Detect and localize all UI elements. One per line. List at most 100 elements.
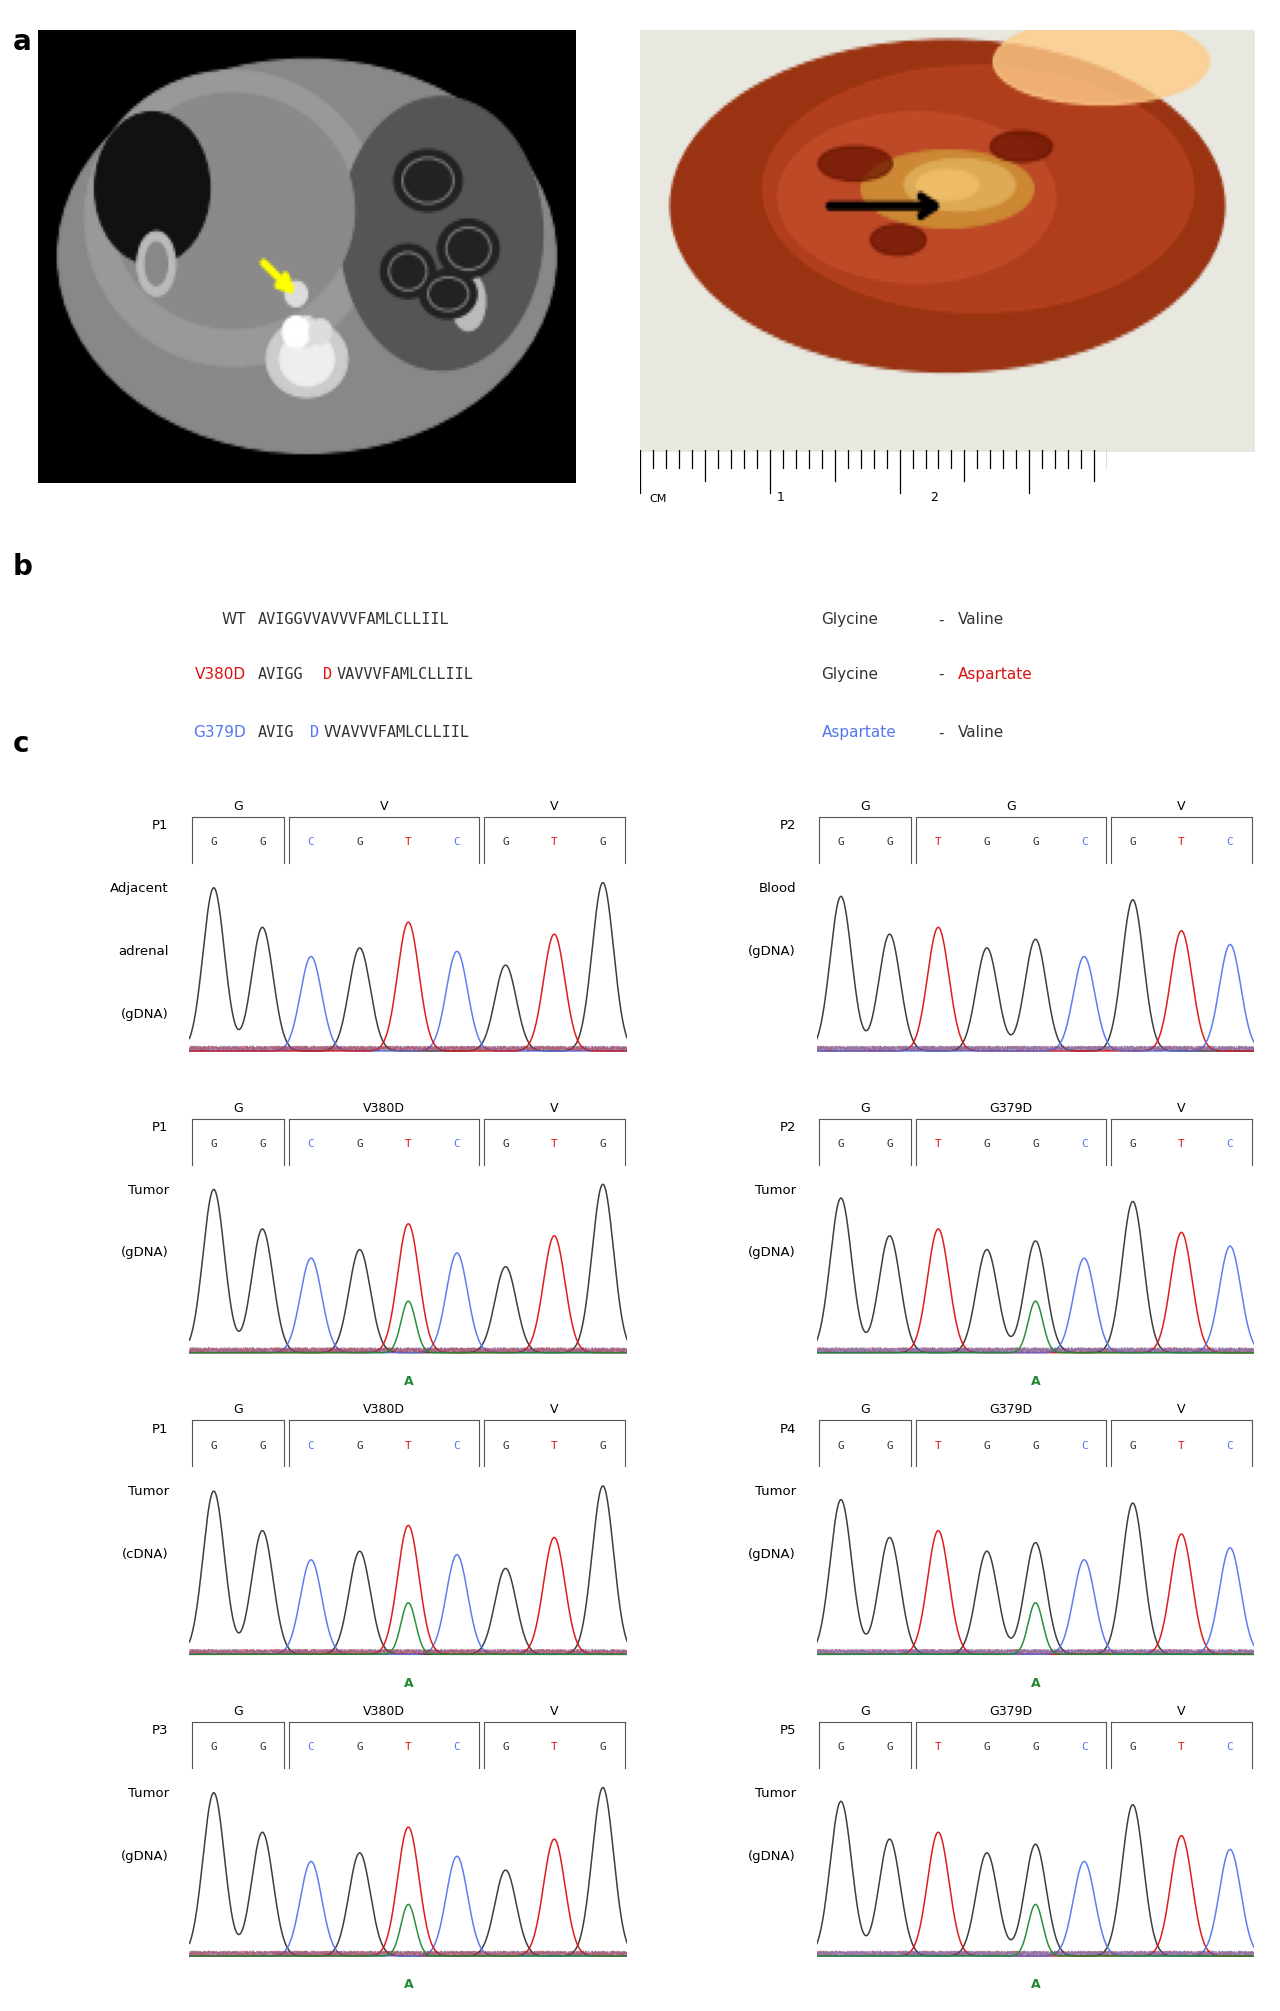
Text: G: G xyxy=(1032,1440,1039,1450)
Text: T: T xyxy=(934,1138,942,1148)
Text: a: a xyxy=(13,28,32,56)
Text: G: G xyxy=(983,1742,991,1752)
Text: V: V xyxy=(1178,800,1185,812)
Text: G: G xyxy=(502,1440,509,1450)
Text: G: G xyxy=(886,1138,893,1148)
Text: V: V xyxy=(1178,1705,1185,1717)
Text: C: C xyxy=(307,837,315,847)
Text: G: G xyxy=(259,1440,266,1450)
Text: P1: P1 xyxy=(152,1422,169,1436)
Text: A: A xyxy=(403,1677,413,1689)
Text: V: V xyxy=(550,1404,558,1416)
Text: P2: P2 xyxy=(780,1120,796,1134)
Text: G: G xyxy=(356,837,364,847)
Text: C: C xyxy=(1080,1440,1088,1450)
Text: G: G xyxy=(356,1440,364,1450)
Text: G: G xyxy=(983,1138,991,1148)
Text: G: G xyxy=(837,1440,845,1450)
Text: (gDNA): (gDNA) xyxy=(748,1247,796,1259)
Text: V: V xyxy=(1178,1102,1185,1114)
Text: D: D xyxy=(323,668,333,682)
Text: D: D xyxy=(310,726,319,740)
Text: G: G xyxy=(233,800,243,812)
Text: G: G xyxy=(1129,837,1137,847)
Text: V: V xyxy=(550,1102,558,1114)
Text: G: G xyxy=(837,1742,845,1752)
Text: (gDNA): (gDNA) xyxy=(748,945,796,957)
Text: T: T xyxy=(1178,837,1185,847)
Text: V: V xyxy=(1178,1404,1185,1416)
Text: WT: WT xyxy=(221,613,246,627)
Text: -: - xyxy=(938,726,943,740)
Text: T: T xyxy=(404,1440,412,1450)
Text: G: G xyxy=(1129,1440,1137,1450)
Text: A: A xyxy=(403,1376,413,1388)
Text: T: T xyxy=(404,1742,412,1752)
Text: T: T xyxy=(934,1440,942,1450)
Text: Adjacent: Adjacent xyxy=(110,883,169,895)
Text: G: G xyxy=(983,1440,991,1450)
Text: Aspartate: Aspartate xyxy=(822,726,896,740)
Text: T: T xyxy=(934,1742,942,1752)
Text: AVIG: AVIG xyxy=(257,726,294,740)
Text: A: A xyxy=(1030,1979,1041,1991)
Text: c: c xyxy=(13,730,29,758)
Text: G: G xyxy=(210,1742,218,1752)
Text: -: - xyxy=(938,668,943,682)
Text: CM: CM xyxy=(649,495,667,505)
Text: T: T xyxy=(550,1138,558,1148)
Text: G: G xyxy=(233,1404,243,1416)
Text: V380D: V380D xyxy=(364,1705,404,1717)
Text: P2: P2 xyxy=(780,818,796,833)
Text: G: G xyxy=(886,1742,893,1752)
Text: Tumor: Tumor xyxy=(755,1184,796,1197)
Text: G: G xyxy=(860,1404,870,1416)
Text: T: T xyxy=(550,1742,558,1752)
Text: C: C xyxy=(307,1440,315,1450)
Text: G379D: G379D xyxy=(989,1404,1033,1416)
Text: G: G xyxy=(502,1742,509,1752)
Text: 2: 2 xyxy=(931,491,938,505)
Text: (cDNA): (cDNA) xyxy=(122,1548,169,1561)
Text: G: G xyxy=(1129,1742,1137,1752)
Text: VVAVVVFAMLCLLIIL: VVAVVVFAMLCLLIIL xyxy=(323,726,468,740)
Text: G: G xyxy=(860,1102,870,1114)
Text: G: G xyxy=(1032,1742,1039,1752)
Text: C: C xyxy=(453,1742,461,1752)
Text: AVIGGVVAVVVFAMLCLLIIL: AVIGGVVAVVVFAMLCLLIIL xyxy=(257,613,449,627)
Text: C: C xyxy=(1080,1138,1088,1148)
Text: G: G xyxy=(356,1138,364,1148)
Text: V380D: V380D xyxy=(364,1404,404,1416)
Text: G379D: G379D xyxy=(989,1705,1033,1717)
Text: G: G xyxy=(233,1705,243,1717)
Text: (gDNA): (gDNA) xyxy=(120,1247,169,1259)
Text: G: G xyxy=(259,1138,266,1148)
Text: G: G xyxy=(599,1138,607,1148)
Text: C: C xyxy=(307,1742,315,1752)
Text: G: G xyxy=(860,800,870,812)
Text: Aspartate: Aspartate xyxy=(959,668,1033,682)
Text: P3: P3 xyxy=(152,1723,169,1738)
Text: G: G xyxy=(502,837,509,847)
Text: G: G xyxy=(502,1138,509,1148)
Text: G: G xyxy=(233,1102,243,1114)
Text: Tumor: Tumor xyxy=(128,1788,169,1800)
Text: G: G xyxy=(259,1742,266,1752)
Text: A: A xyxy=(1030,1677,1041,1689)
Text: C: C xyxy=(453,1440,461,1450)
Text: G: G xyxy=(860,1705,870,1717)
Text: G: G xyxy=(1032,837,1039,847)
Text: G: G xyxy=(599,1440,607,1450)
Text: G: G xyxy=(210,1138,218,1148)
Text: Valine: Valine xyxy=(959,613,1005,627)
Text: T: T xyxy=(404,837,412,847)
Text: G: G xyxy=(886,1440,893,1450)
Text: adrenal: adrenal xyxy=(118,945,169,957)
Text: -: - xyxy=(938,613,943,627)
Text: T: T xyxy=(550,837,558,847)
Text: T: T xyxy=(1178,1742,1185,1752)
Text: VAVVVFAMLCLLIIL: VAVVVFAMLCLLIIL xyxy=(337,668,474,682)
Text: G: G xyxy=(1006,800,1016,812)
Text: A: A xyxy=(1030,1376,1041,1388)
Text: G: G xyxy=(837,1138,845,1148)
